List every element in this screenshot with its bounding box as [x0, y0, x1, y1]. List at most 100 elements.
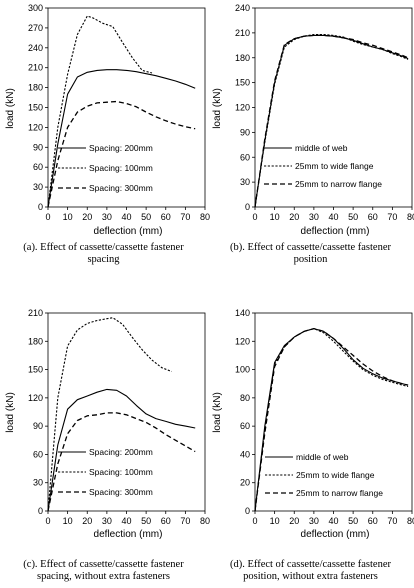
legend-label: middle of web	[296, 452, 349, 462]
y-tick-label: 210	[28, 63, 43, 73]
x-tick-label: 50	[141, 212, 151, 222]
x-tick-label: 80	[200, 212, 210, 222]
y-tick-label: 120	[28, 122, 43, 132]
x-tick-label: 20	[82, 212, 92, 222]
x-tick-label: 50	[348, 212, 358, 222]
series-line-1	[47, 388, 196, 512]
y-tick-label: 180	[28, 336, 43, 346]
x-tick-label: 40	[121, 516, 131, 526]
legend-label: Spacing: 100mm	[89, 467, 153, 477]
y-tick-label: 30	[33, 182, 43, 192]
x-axis-label: deflection (mm)	[300, 529, 370, 540]
caption-line-2: spacing, without extra fasteners	[37, 571, 170, 582]
caption-line-1: (a). Effect of cassette/cassette fastene…	[23, 242, 184, 253]
x-tick-label: 50	[141, 516, 151, 526]
caption-line-1: (c). Effect of cassette/cassette fastene…	[23, 559, 184, 570]
chart-svg: 0 30 60 90 120 150 180 210 240 270 300 0 10 20 30 40 50 6…	[28, 3, 210, 222]
y-tick-label: 180	[235, 53, 250, 63]
x-tick-label: 0	[45, 212, 50, 222]
y-tick-label: 90	[240, 127, 250, 137]
legend-label: Spacing: 200mm	[89, 447, 153, 457]
plot-frame	[254, 7, 413, 208]
legend-label: 25mm to narrow flange	[296, 488, 383, 498]
x-tick-label: 10	[63, 516, 73, 526]
legend-label: 25mm to wide flange	[295, 161, 374, 171]
y-tick-label: 90	[33, 142, 43, 152]
x-tick-label: 60	[161, 212, 171, 222]
chart-panel-c: load (kN) deflection (mm) 0 30 60 90 120 150 1…	[0, 302, 210, 588]
x-tick-label: 80	[200, 516, 210, 526]
y-tick-label: 240	[235, 3, 250, 13]
x-tick-label: 30	[102, 212, 112, 222]
x-tick-label: 0	[252, 212, 257, 222]
x-tick-label: 70	[387, 516, 397, 526]
y-tick-label: 60	[33, 449, 43, 459]
series-line-3	[47, 100, 196, 208]
legend-label: middle of web	[295, 143, 348, 153]
x-tick-label: 40	[121, 212, 131, 222]
y-tick-label: 60	[33, 162, 43, 172]
series-line-2	[254, 33, 409, 208]
x-tick-label: 60	[161, 516, 171, 526]
series-line-1	[47, 69, 196, 208]
caption-line-2: position, without extra fasteners	[243, 571, 378, 582]
y-tick-label: 300	[28, 3, 43, 13]
y-tick-label: 40	[240, 449, 250, 459]
series-line-2	[47, 15, 153, 208]
y-tick-label: 60	[240, 152, 250, 162]
series-line-3	[254, 34, 409, 208]
y-tick-label: 120	[28, 393, 43, 403]
x-tick-label: 20	[289, 212, 299, 222]
x-tick-label: 20	[82, 516, 92, 526]
x-tick-label: 60	[368, 516, 378, 526]
x-tick-label: 30	[309, 516, 319, 526]
y-tick-label: 240	[28, 43, 43, 53]
x-tick-label: 10	[270, 516, 280, 526]
caption-line-1: (b). Effect of cassette/cassette fastene…	[229, 242, 391, 253]
y-tick-label: 60	[240, 421, 250, 431]
x-tick-label: 70	[180, 516, 190, 526]
x-axis-label: deflection (mm)	[93, 226, 163, 237]
y-tick-label: 90	[33, 421, 43, 431]
legend-label: Spacing: 300mm	[89, 183, 153, 193]
series-line-1	[254, 328, 409, 512]
chart-svg: 0 30 60 90 120 150 180 210 0 10 20 30 40 50 60 70 80 Spac…	[28, 308, 210, 526]
y-tick-label: 150	[28, 103, 43, 113]
y-tick-label: 0	[245, 506, 250, 516]
x-tick-label: 80	[407, 212, 414, 222]
caption-line-2: position	[293, 254, 328, 265]
y-tick-label: 30	[240, 177, 250, 187]
x-tick-label: 40	[328, 516, 338, 526]
y-tick-label: 270	[28, 23, 43, 33]
x-axis-label: deflection (mm)	[300, 226, 370, 237]
y-tick-label: 0	[245, 202, 250, 212]
x-tick-label: 50	[348, 516, 358, 526]
x-tick-label: 10	[270, 212, 280, 222]
chart-caption: (d). Effect of cassette/cassette fastene…	[207, 559, 414, 583]
x-tick-label: 20	[289, 516, 299, 526]
legend-label: 25mm to wide flange	[296, 470, 375, 480]
legend-label: Spacing: 300mm	[89, 487, 153, 497]
y-tick-label: 20	[240, 478, 250, 488]
chart-svg: 0 30 60 90 120 150 180 210 240 0 10 20 30 40 50 60 70 80 m…	[235, 3, 414, 222]
legend-label: Spacing: 200mm	[89, 143, 153, 153]
y-tick-label: 180	[28, 83, 43, 93]
y-tick-label: 0	[38, 506, 43, 516]
y-tick-label: 120	[235, 336, 250, 346]
x-tick-label: 80	[407, 516, 414, 526]
y-tick-label: 210	[235, 28, 250, 38]
x-tick-label: 70	[387, 212, 397, 222]
y-tick-label: 210	[28, 308, 43, 318]
legend-label: 25mm to narrow flange	[295, 179, 382, 189]
x-tick-label: 40	[328, 212, 338, 222]
chart-panel-b: load (kN) deflection (mm) 0 30 60 90 120 150 1…	[207, 0, 414, 270]
x-axis-label: deflection (mm)	[93, 529, 163, 540]
y-tick-label: 150	[28, 365, 43, 375]
caption-line-2: spacing	[87, 254, 120, 265]
chart-caption: (c). Effect of cassette/cassette fastene…	[0, 559, 207, 583]
legend-label: Spacing: 100mm	[89, 163, 153, 173]
x-tick-label: 30	[309, 212, 319, 222]
series-line-3	[254, 327, 409, 512]
y-tick-label: 0	[38, 202, 43, 212]
plot-frame	[47, 7, 206, 208]
